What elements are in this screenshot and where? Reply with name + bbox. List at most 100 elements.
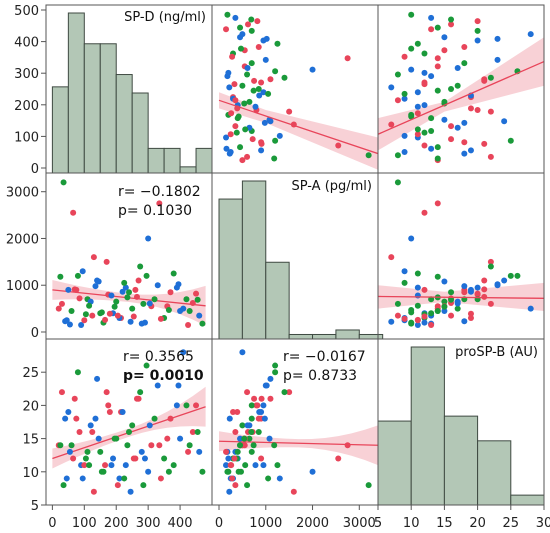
y-axis-tick-label: 100 [14,130,39,145]
scatter-point [175,281,181,287]
scatter-point [475,18,481,24]
scatter-point [291,489,297,495]
scatter-point [251,396,257,402]
scatter-point [271,155,277,161]
scatter-point [134,294,140,300]
scatter-point [501,278,507,284]
scatter-point [488,75,494,81]
histogram-bar [219,199,242,339]
scatter-point [237,25,243,31]
scatter-point [335,456,341,462]
scatter-point [256,92,262,98]
scatter-point [421,143,427,149]
scatter-point [408,307,414,313]
scatter-point [461,139,467,145]
scatter-point [274,41,280,47]
scatter-point [171,271,177,277]
scatter-point [461,120,467,126]
histogram-bar [68,13,84,173]
scatter-point [224,12,230,18]
scatter-point [441,47,447,53]
histogram-bar [196,148,212,173]
x-axis-tick-label: 0 [215,516,223,531]
fit-line [219,100,378,153]
scatter-point [227,416,233,422]
scatter-point [187,442,193,448]
scatter-point [72,396,78,402]
scatter-point [428,26,434,32]
scatter-point [97,449,103,455]
scatter-point [267,76,273,82]
histogram-bar [313,334,336,339]
scatter-point [92,416,98,422]
scatter-point [232,482,238,488]
scatter-point [91,254,97,260]
scatter-point [61,482,67,488]
scatter-point [249,60,255,66]
scatter-point [152,416,158,422]
histogram-bar [511,495,544,505]
scatter-point [226,489,232,495]
scatter-point [264,36,270,42]
scatter-point [448,86,454,92]
scatter-point [91,489,97,495]
histogram-bar [242,181,265,339]
scatter-point [475,28,481,34]
scatter-point [508,273,514,279]
scatter-point [244,482,250,488]
scatter-point [65,409,71,415]
y-axis-tick-label: 1000 [6,279,39,294]
scatter-point [112,436,118,442]
scatter-point [254,18,260,24]
scatter-point [258,456,264,462]
scatter-point [435,155,441,161]
scatter-point [281,389,287,395]
variable-label-spd: SP-D (ng/ml) [124,10,206,25]
scatter-point [366,482,372,488]
scatter-point [232,429,238,435]
scatter-point [461,60,467,66]
scatter-point [239,157,245,163]
scatter-point [80,475,86,481]
stat-p-prospb-spa: p= 0.8733 [283,368,357,384]
scatter-point [112,304,118,310]
scatter-point [126,289,132,295]
scatter-point [238,469,244,475]
scatter-point [277,475,283,481]
x-axis-tick-label: 300 [136,516,161,531]
x-axis-tick-label: 5 [374,516,382,531]
scatter-point [345,55,351,61]
scatter-point [508,138,514,144]
scatter-point [77,295,83,301]
cell-spd-vs-spa [219,12,378,170]
scatter-point [435,200,441,206]
scatter-point [271,442,277,448]
scatter-point [514,273,520,279]
y-axis-tick-label: 400 [14,36,39,51]
scatter-point [108,462,114,468]
scatter-point [245,422,251,428]
scatter-point [120,289,126,295]
scatter-point [475,38,481,44]
y-axis-tick-label: 10 [22,466,39,481]
scatter-point [228,462,234,468]
histogram-bar [336,330,359,339]
scatter-point [277,133,283,139]
scatter-point [139,449,145,455]
variable-label-prospb: proSP-B (AU) [455,345,538,360]
scatter-point [83,311,89,317]
scatter-point [395,179,401,185]
scatter-point [183,296,189,302]
scatter-point [65,287,71,293]
scatter-point [481,76,487,82]
scatter-point [461,283,467,289]
scatter-point [481,286,487,292]
histogram-bar [132,93,148,173]
stat-r-prospb-spd: r= 0.3565 [123,349,194,365]
scatter-point [75,369,81,375]
scatter-point [274,462,280,468]
scatter-point [64,475,70,481]
scatter-point [72,286,78,292]
scatter-point [448,123,454,129]
scatter-point [61,179,67,185]
